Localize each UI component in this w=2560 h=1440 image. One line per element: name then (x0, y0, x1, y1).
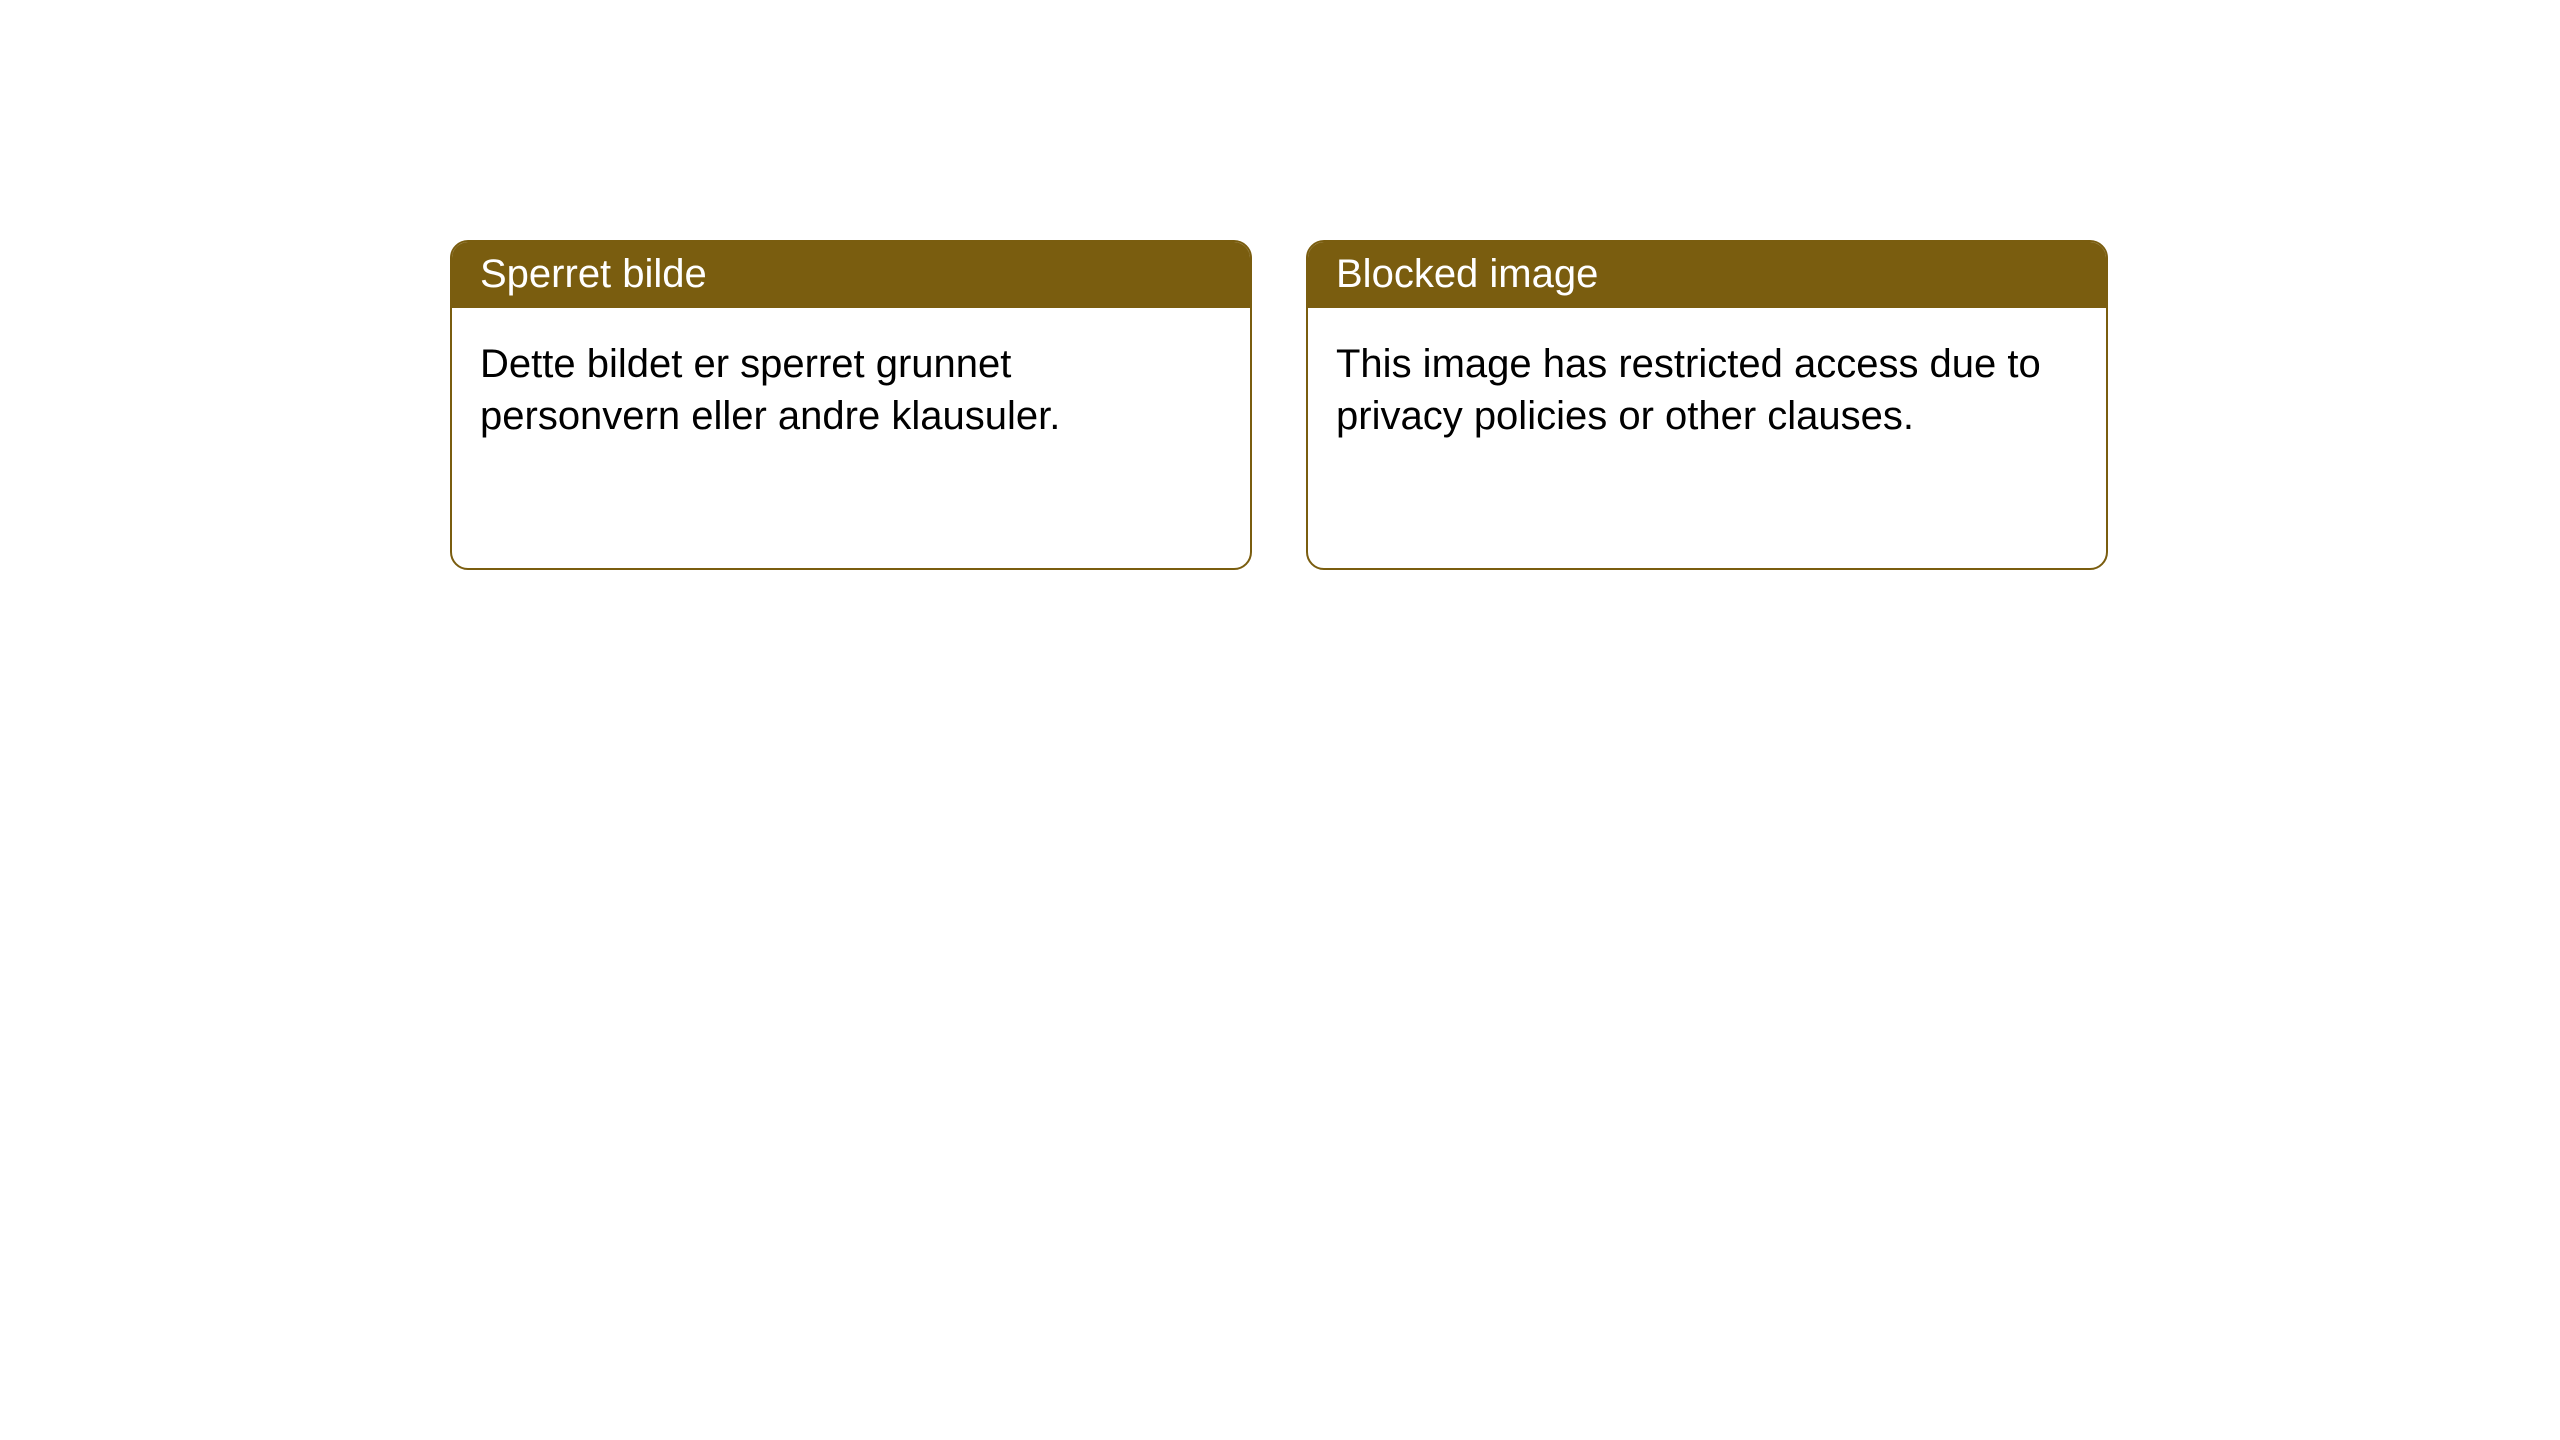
notice-container: Sperret bilde Dette bildet er sperret gr… (0, 0, 2560, 570)
card-message: Dette bildet er sperret grunnet personve… (480, 342, 1060, 438)
blocked-image-card-no: Sperret bilde Dette bildet er sperret gr… (450, 240, 1252, 570)
blocked-image-card-en: Blocked image This image has restricted … (1306, 240, 2108, 570)
card-header: Blocked image (1308, 242, 2106, 308)
card-message: This image has restricted access due to … (1336, 342, 2041, 438)
card-body: This image has restricted access due to … (1308, 308, 2106, 472)
card-body: Dette bildet er sperret grunnet personve… (452, 308, 1250, 472)
card-header: Sperret bilde (452, 242, 1250, 308)
card-title: Sperret bilde (480, 252, 707, 296)
card-title: Blocked image (1336, 252, 1598, 296)
